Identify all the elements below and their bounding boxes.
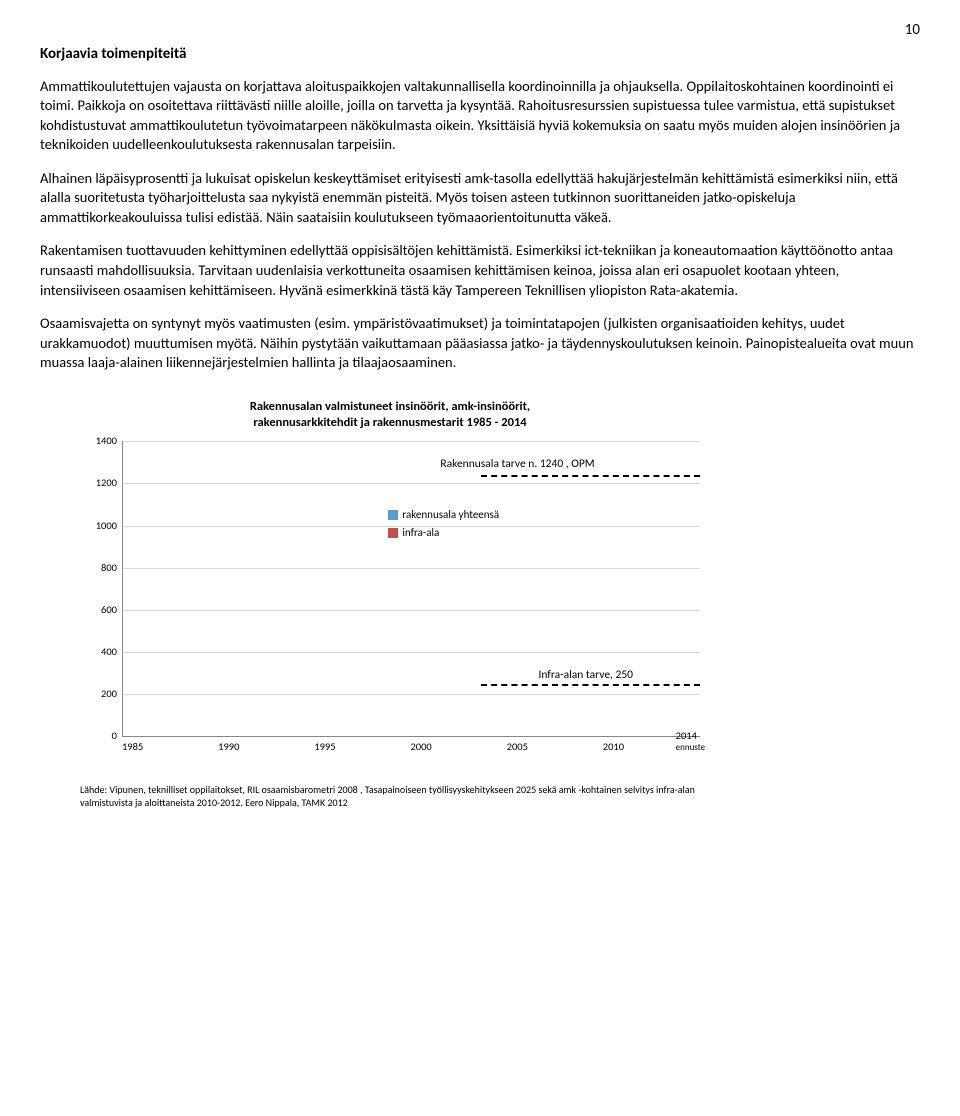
x-tick-label: 1990 [218, 740, 239, 754]
legend-swatch [388, 528, 398, 538]
y-tick-label: 400 [83, 645, 117, 659]
x-tick-label: 1995 [314, 740, 335, 754]
target-line [481, 475, 700, 477]
x-tick-label: 2000 [410, 740, 431, 754]
bars-layer [123, 441, 700, 736]
chart-source: Lähde: Vipunen, teknilliset oppilaitokse… [80, 783, 700, 809]
chart: 0200400600800100012001400Rakennusala tar… [80, 441, 700, 761]
legend-swatch [388, 510, 398, 520]
legend: rakennusala yhteensäinfra-ala [388, 506, 499, 541]
y-tick-label: 1200 [83, 476, 117, 490]
chart-container: Rakennusalan valmistuneet insinöörit, am… [80, 399, 700, 810]
x-tick-label: 1985 [122, 740, 143, 754]
y-tick-label: 200 [83, 687, 117, 701]
legend-label: infra-ala [402, 524, 439, 542]
plot-area: 0200400600800100012001400Rakennusala tar… [122, 441, 700, 737]
x-tick-label: 2005 [507, 740, 528, 754]
page-number: 10 [40, 20, 920, 40]
section-heading: Korjaavia toimenpiteitä [40, 44, 920, 64]
chart-title: Rakennusalan valmistuneet insinöörit, am… [80, 399, 700, 432]
x-tick-label: 2010 [603, 740, 624, 754]
paragraph-3: Rakentamisen tuottavuuden kehittyminen e… [40, 241, 920, 300]
x-tick-label: 2014ennuste [676, 729, 705, 754]
chart-title-line1: Rakennusalan valmistuneet insinöörit, am… [250, 399, 530, 414]
legend-item-series1: rakennusala yhteensä [388, 506, 499, 524]
target-line [481, 684, 700, 686]
paragraph-2: Alhainen läpäisyprosentti ja lukuisat op… [40, 169, 920, 228]
y-tick-label: 600 [83, 603, 117, 617]
y-tick-label: 800 [83, 561, 117, 575]
y-tick-label: 0 [83, 729, 117, 743]
chart-title-line2: rakennusarkkitehdit ja rakennusmestarit … [253, 415, 526, 430]
legend-label: rakennusala yhteensä [402, 506, 499, 524]
y-tick-label: 1000 [83, 519, 117, 533]
target-label: Rakennusala tarve n. 1240 , OPM [440, 457, 594, 473]
legend-item-series2: infra-ala [388, 524, 499, 542]
y-tick-label: 1400 [83, 434, 117, 448]
paragraph-1: Ammattikoulutettujen vajausta on korjatt… [40, 77, 920, 155]
paragraph-4: Osaamisvajetta on syntynyt myös vaatimus… [40, 314, 920, 373]
target-label: Infra-alan tarve, 250 [538, 668, 633, 684]
